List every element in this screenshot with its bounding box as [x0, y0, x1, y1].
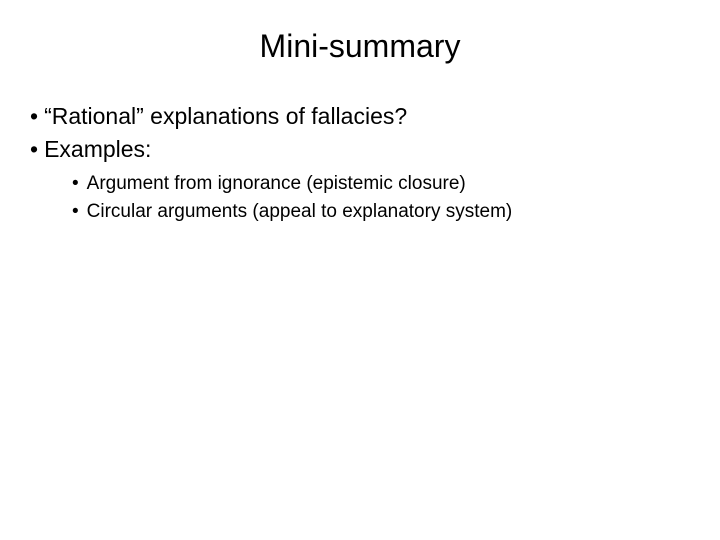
bullet-text: Examples: [44, 136, 151, 162]
bullet-item-l1: •Examples: [0, 134, 720, 165]
bullet-icon: • [30, 134, 38, 165]
bullet-item-l2: • Argument from ignorance (epistemic clos… [0, 171, 720, 197]
bullet-icon: • [72, 171, 79, 197]
bullet-item-l1: •“Rational” explanations of fallacies? [0, 101, 720, 132]
slide-container: Mini-summary •“Rational” explanations of… [0, 0, 720, 540]
slide-title: Mini-summary [0, 28, 720, 65]
bullet-icon: • [72, 199, 79, 225]
bullet-text: Argument from ignorance (epistemic closu… [87, 173, 466, 194]
bullet-icon: • [30, 101, 38, 132]
bullet-text: “Rational” explanations of fallacies? [44, 103, 407, 129]
bullet-text: Circular arguments (appeal to explanator… [87, 201, 513, 222]
sub-bullet-list: • Argument from ignorance (epistemic clos… [0, 171, 720, 224]
bullet-item-l2: • Circular arguments (appeal to explanato… [0, 199, 720, 225]
